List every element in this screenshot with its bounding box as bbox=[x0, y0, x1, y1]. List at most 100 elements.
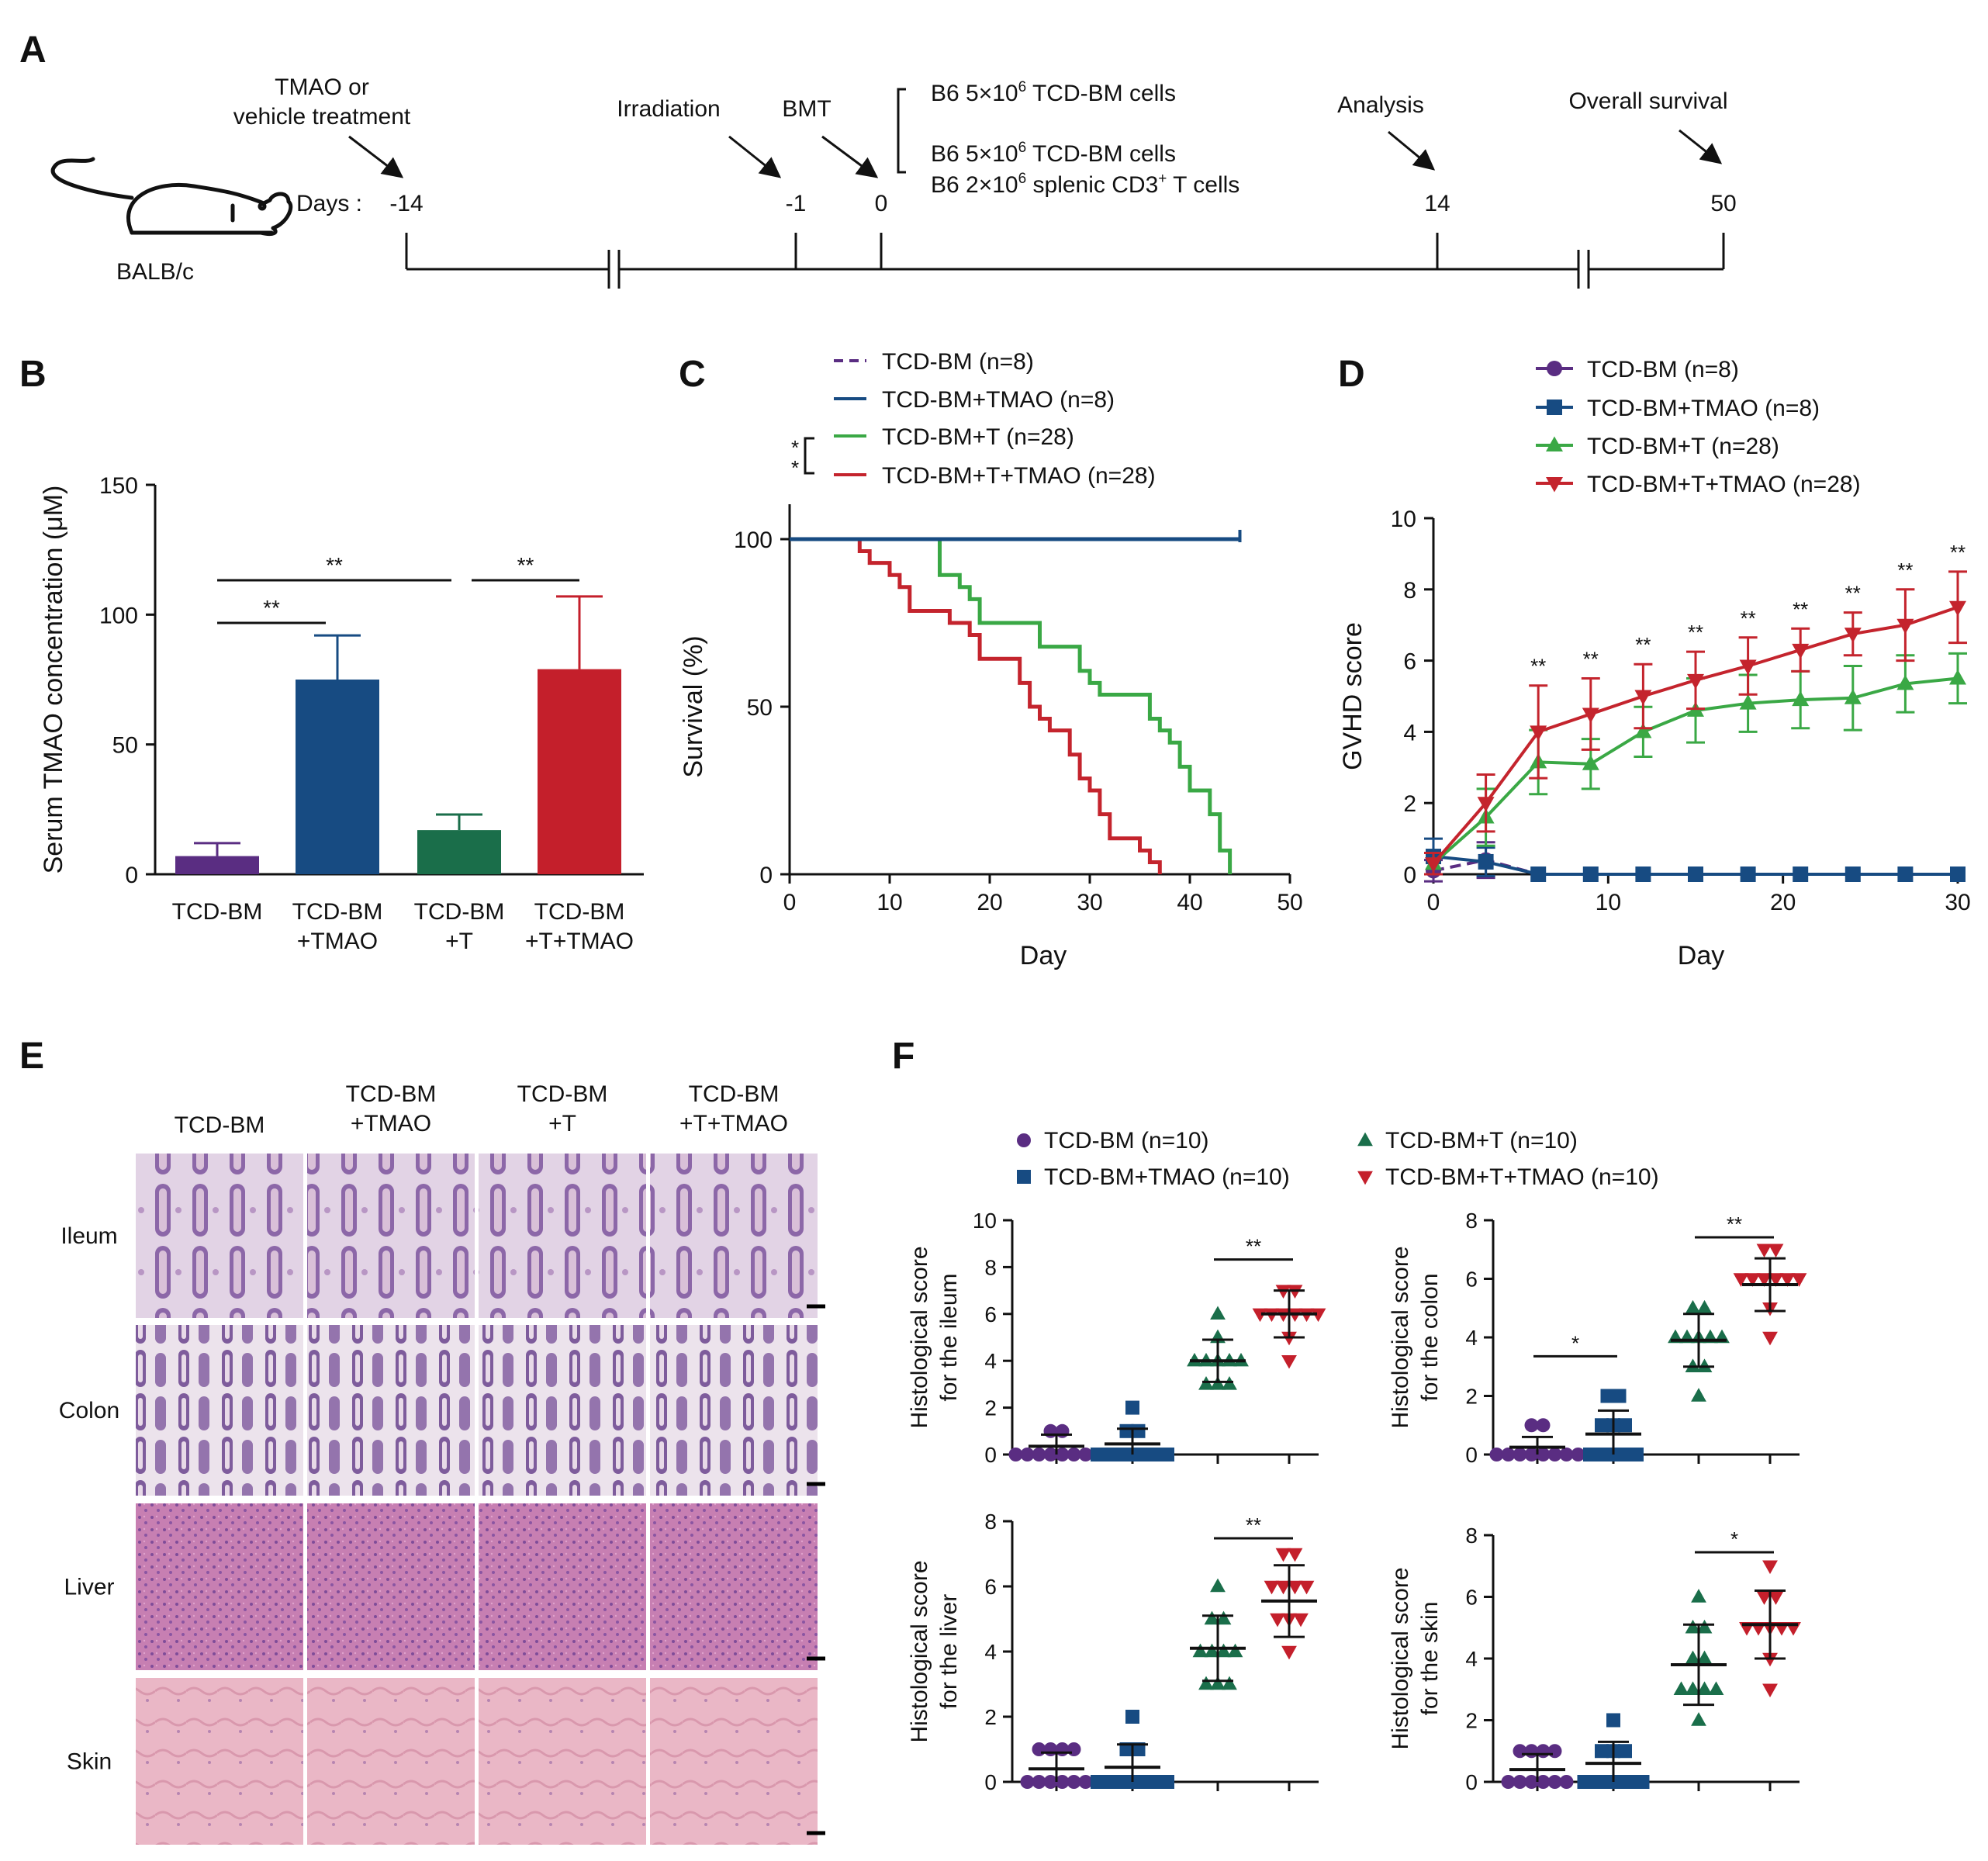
histology-image bbox=[650, 1325, 818, 1496]
y-tick-label: 0 bbox=[1403, 863, 1416, 888]
arrow-irradiation bbox=[728, 135, 782, 178]
significance-label: ** bbox=[1246, 1513, 1261, 1537]
histology-column-label: TCD-BM bbox=[346, 1081, 437, 1107]
y-axis-label: GVHD score bbox=[1338, 622, 1367, 770]
y-axis-label: for the colon bbox=[1417, 1273, 1443, 1401]
y-tick-label: 6 bbox=[1403, 649, 1416, 675]
legend-marker bbox=[1357, 1132, 1373, 1147]
category-label: +T+TMAO bbox=[525, 929, 634, 954]
significance-label: ** bbox=[1583, 648, 1599, 671]
histology-row-label: Ileum bbox=[61, 1223, 117, 1249]
data-point bbox=[1844, 689, 1862, 704]
data-point bbox=[1582, 867, 1599, 882]
y-axis-label: for the liver bbox=[936, 1594, 962, 1709]
data-point bbox=[1524, 1418, 1539, 1433]
x-axis-label: Day bbox=[1678, 941, 1724, 970]
data-point bbox=[1204, 1643, 1220, 1658]
data-point bbox=[1618, 1448, 1632, 1461]
data-point bbox=[1792, 690, 1810, 707]
mouse-strain-label: BALB/c bbox=[116, 259, 194, 285]
data-point bbox=[1618, 1418, 1632, 1433]
y-tick-label: 2 bbox=[1465, 1709, 1478, 1733]
y-tick-label: 8 bbox=[1403, 578, 1416, 604]
panel-label-d: D bbox=[1338, 354, 1365, 395]
data-point bbox=[1020, 1448, 1035, 1461]
timeline-day-label: 0 bbox=[875, 191, 888, 216]
y-tick-label: 8 bbox=[984, 1510, 997, 1534]
panel-label-e: E bbox=[19, 1036, 44, 1077]
significance-label: ** bbox=[1246, 1235, 1261, 1258]
data-point bbox=[1634, 722, 1652, 739]
arrow-analysis bbox=[1388, 130, 1436, 171]
data-point bbox=[1623, 1775, 1638, 1789]
y-tick-label: 0 bbox=[125, 863, 138, 888]
histology-image bbox=[479, 1154, 646, 1318]
data-point bbox=[1589, 1775, 1603, 1789]
y-tick-label: 4 bbox=[984, 1349, 997, 1373]
timeline-day-label: 14 bbox=[1424, 191, 1450, 216]
legend-label: TCD-BM+T+TMAO (n=28) bbox=[882, 463, 1156, 489]
data-point bbox=[1043, 1448, 1058, 1461]
significance-label: ** bbox=[1845, 582, 1861, 605]
data-point bbox=[1210, 1578, 1226, 1593]
data-point bbox=[1582, 755, 1599, 770]
data-point bbox=[1744, 1273, 1761, 1287]
data-point bbox=[1687, 673, 1704, 690]
y-tick-label: 6 bbox=[1465, 1268, 1478, 1292]
histology-row-label: Skin bbox=[67, 1749, 112, 1775]
data-point bbox=[1949, 669, 1966, 685]
y-tick-label: 10 bbox=[973, 1209, 997, 1233]
data-point bbox=[1691, 1388, 1706, 1402]
x-tick-label: 20 bbox=[977, 890, 1002, 915]
data-point bbox=[1696, 1619, 1713, 1634]
panel-label-f: F bbox=[892, 1036, 914, 1077]
legend-marker bbox=[1546, 436, 1563, 451]
data-point bbox=[1685, 1650, 1701, 1665]
b6-t-cells-label: B6 2×106 splenic CD3+ T cells bbox=[931, 171, 1239, 198]
b6-tcd-bm-label: B6 5×106 TCD-BM cells bbox=[931, 79, 1176, 106]
category-label: +TMAO bbox=[297, 929, 378, 954]
data-point bbox=[1275, 1580, 1291, 1595]
data-point bbox=[1477, 797, 1495, 812]
data-point bbox=[1896, 674, 1914, 690]
significance-label: ** bbox=[1530, 655, 1546, 678]
data-point bbox=[1310, 1308, 1326, 1323]
annotation-bmt: BMT bbox=[782, 96, 831, 122]
arrow-bmt bbox=[821, 135, 879, 178]
y-tick-label: 0 bbox=[1465, 1443, 1478, 1467]
y-axis-label: Survival (%) bbox=[679, 635, 708, 777]
data-point bbox=[1768, 1244, 1784, 1258]
significance-label: ** bbox=[1727, 1212, 1742, 1236]
data-point bbox=[1102, 1775, 1116, 1789]
y-tick-label: 100 bbox=[99, 603, 138, 628]
data-point bbox=[1149, 1775, 1163, 1789]
data-point bbox=[1198, 1676, 1214, 1690]
data-point bbox=[1756, 1591, 1772, 1605]
data-point bbox=[1696, 1299, 1713, 1314]
data-point bbox=[1559, 1448, 1574, 1461]
histology-column-label: +T bbox=[548, 1111, 576, 1136]
data-point bbox=[1571, 1448, 1585, 1461]
data-point bbox=[1606, 1713, 1620, 1728]
data-point bbox=[1762, 1683, 1778, 1698]
histology-image bbox=[650, 1678, 818, 1845]
significance-label: * bbox=[1571, 1331, 1579, 1354]
histology-row-label: Colon bbox=[59, 1398, 119, 1423]
data-point bbox=[1287, 1548, 1303, 1562]
timeline-panel: BALB/c Days : -14 -1 0 14 50 TMAO or veh… bbox=[50, 74, 1737, 289]
y-tick-label: 2 bbox=[1403, 791, 1416, 817]
legend-marker bbox=[1017, 1133, 1031, 1147]
data-point bbox=[1425, 857, 1442, 873]
timeline-day-label: 50 bbox=[1710, 191, 1736, 216]
data-point bbox=[1067, 1775, 1081, 1789]
data-point bbox=[1582, 707, 1599, 723]
y-tick-label: 10 bbox=[1391, 507, 1416, 532]
legend-label: TCD-BM+T (n=28) bbox=[1587, 434, 1779, 459]
days-label: Days : bbox=[296, 191, 362, 216]
data-point bbox=[1204, 1610, 1220, 1625]
data-point bbox=[1708, 1681, 1724, 1695]
data-point bbox=[1281, 1645, 1297, 1660]
data-point bbox=[1739, 694, 1757, 710]
data-point bbox=[1577, 1775, 1592, 1789]
data-point bbox=[1844, 628, 1862, 643]
